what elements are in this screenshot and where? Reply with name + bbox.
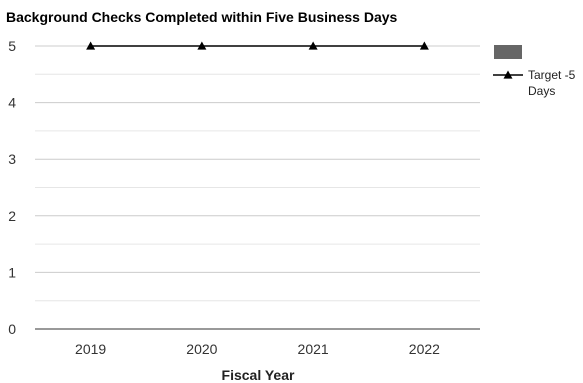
target-line-series (86, 41, 429, 50)
triangle-marker (86, 41, 96, 50)
legend-label: Target -5 Days (528, 68, 576, 98)
legend-label-line: Target -5 (528, 68, 576, 82)
x-axis-ticks: 2019 2020 2021 2022 (75, 341, 440, 357)
legend: Target -5 Days (493, 45, 576, 98)
chart-title: Background Checks Completed within Five … (6, 9, 398, 25)
triangle-marker (308, 41, 318, 50)
x-tick-label: 2021 (298, 341, 329, 357)
y-tick-label: 5 (8, 38, 16, 54)
x-axis-label: Fiscal Year (222, 367, 295, 383)
y-tick-label: 3 (8, 151, 16, 167)
x-tick-label: 2019 (75, 341, 106, 357)
grid (35, 45, 480, 302)
x-tick-label: 2022 (409, 341, 440, 357)
triangle-marker (503, 70, 513, 79)
legend-label-line: Days (528, 84, 555, 98)
x-tick-label: 2020 (186, 341, 217, 357)
triangle-marker (197, 41, 207, 50)
y-tick-label: 0 (8, 321, 16, 337)
legend-swatch-bar (494, 45, 522, 59)
y-axis-ticks: 0 1 2 3 4 5 (8, 38, 16, 337)
triangle-marker (419, 41, 429, 50)
y-tick-label: 4 (8, 95, 16, 111)
y-tick-label: 2 (8, 208, 16, 224)
y-tick-label: 1 (8, 264, 16, 280)
